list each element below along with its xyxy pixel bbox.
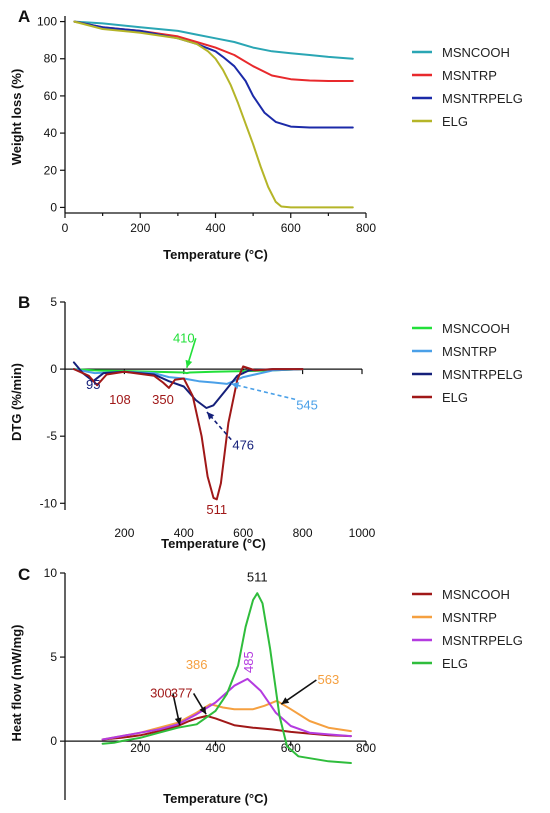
annotation-label: 300 xyxy=(150,685,172,700)
chart-panel-c: C 200 400 600 800 0 5 10 Temperature (°C) Heat fl… xyxy=(9,565,523,806)
x-tick-label: 800 xyxy=(356,741,376,755)
x-tick-label: 600 xyxy=(233,526,253,540)
annotation-arrow xyxy=(231,383,296,401)
annotation-label: 511 xyxy=(206,502,227,517)
x-tick-label: 400 xyxy=(205,221,225,235)
chart-panel-b: B 200 400 600 800 1000 -10 -5 0 5 Temperature (°C)… xyxy=(9,293,523,551)
y-tick-label: 0 xyxy=(50,200,57,214)
x-axis-label: Temperature (°C) xyxy=(163,247,268,262)
legend-label: MSNTRP xyxy=(442,344,497,359)
annotation-label: 485 xyxy=(241,651,256,673)
y-axis-label: Weight loss (%) xyxy=(9,69,24,166)
annotation-label: 386 xyxy=(186,657,208,672)
x-tick-label: 0 xyxy=(62,221,69,235)
legend-label: MSNCOOH xyxy=(442,45,510,60)
legend-label: ELG xyxy=(442,656,468,671)
x-tick-label: 400 xyxy=(174,526,194,540)
arrow-head xyxy=(174,717,182,726)
legend-label: MSNTRP xyxy=(442,68,497,83)
y-tick-label: -10 xyxy=(40,496,58,510)
x-axis-label: Temperature (°C) xyxy=(163,791,268,806)
series-line-msntrpelg xyxy=(101,677,352,741)
x-tick-label: 600 xyxy=(281,741,301,755)
x-tick-label: 1000 xyxy=(349,526,376,540)
panel-letter: C xyxy=(18,565,30,584)
series-line-elg xyxy=(73,20,354,209)
y-tick-label: 0 xyxy=(50,362,57,376)
y-tick-label: 20 xyxy=(44,163,58,177)
legend-label: MSNTRPELG xyxy=(442,633,523,648)
x-tick-label: 200 xyxy=(130,741,150,755)
annotation-label: 545 xyxy=(296,397,318,412)
y-tick-label: -5 xyxy=(46,429,57,443)
series-line-elg xyxy=(101,592,352,764)
legend-label: ELG xyxy=(442,114,468,129)
arrow-head xyxy=(199,706,207,715)
arrow-head xyxy=(206,412,215,420)
y-tick-label: 0 xyxy=(50,734,57,748)
y-tick-label: 5 xyxy=(50,295,57,309)
arrow-head xyxy=(231,382,240,389)
legend-label: ELG xyxy=(442,390,468,405)
annotation-label: 563 xyxy=(318,672,340,687)
series-line-elg xyxy=(72,365,304,501)
x-tick-label: 400 xyxy=(205,741,225,755)
y-tick-label: 60 xyxy=(44,89,58,103)
annotation-label: 476 xyxy=(232,438,254,453)
panel-letter: A xyxy=(18,7,30,26)
annotation-label: 108 xyxy=(109,392,131,407)
y-tick-label: 40 xyxy=(44,126,58,140)
y-tick-label: 80 xyxy=(44,52,58,66)
x-tick-label: 200 xyxy=(114,526,134,540)
annotation-label: 410 xyxy=(173,330,195,345)
y-axis-label: DTG (%/min) xyxy=(9,363,24,441)
legend-label: MSNTRPELG xyxy=(442,91,523,106)
y-tick-label: 10 xyxy=(44,566,58,580)
series-line-msntrpelg xyxy=(72,361,304,409)
legend-label: MSNCOOH xyxy=(442,587,510,602)
x-tick-label: 200 xyxy=(130,221,150,235)
x-tick-label: 800 xyxy=(356,221,376,235)
y-tick-label: 5 xyxy=(50,650,57,664)
panel-letter: B xyxy=(18,293,30,312)
arrow-head xyxy=(281,697,290,705)
legend-label: MSNTRP xyxy=(442,610,497,625)
series-line-msncooh xyxy=(101,714,352,741)
legend-label: MSNCOOH xyxy=(442,321,510,336)
annotation-label: 511 xyxy=(247,569,268,584)
x-axis-label: Temperature (°C) xyxy=(161,536,266,551)
x-tick-label: 800 xyxy=(293,526,313,540)
arrow-head xyxy=(185,359,193,368)
annotation-label: 350 xyxy=(152,392,174,407)
chart-panel-a: A 0 200 400 600 800 0 20 40 60 80 100 Temperature (°… xyxy=(9,7,523,262)
annotation-label: 95 xyxy=(86,377,100,392)
y-tick-label: 100 xyxy=(37,15,57,29)
legend-label: MSNTRPELG xyxy=(442,367,523,382)
x-tick-label: 600 xyxy=(281,221,301,235)
annotation-label: 377 xyxy=(171,685,193,700)
y-axis-label: Heat flow (mW/mg) xyxy=(9,625,24,742)
series-line-msncooh xyxy=(73,20,354,60)
